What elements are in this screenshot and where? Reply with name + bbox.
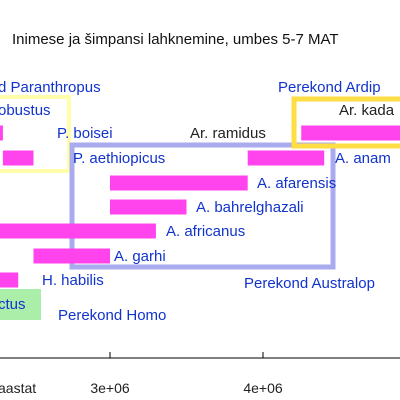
bar-a-garhi xyxy=(33,248,110,264)
genus-label-ardipithecus: Perekond Ardip xyxy=(278,79,381,96)
species-label-a-afarensis: A. afarensis xyxy=(257,175,336,192)
bar-a-bahrelghazali xyxy=(110,199,187,215)
bar-p-aethiopicus xyxy=(2,150,34,166)
species-label-a-africanus: A. africanus xyxy=(166,223,245,240)
genus-box-australopithecus xyxy=(69,142,336,270)
genus-box-homo xyxy=(0,289,41,320)
genus-box-ardipithecus xyxy=(291,96,400,149)
x-tick-label-0: 3e+06 xyxy=(90,380,130,396)
species-label-ar-kadabba: Ar. kada xyxy=(339,102,395,119)
species-label-p-aethiopicus: P. aethiopicus xyxy=(73,150,165,167)
species-label-p-robustus: obustus xyxy=(0,102,51,119)
species-labels: obustus Ar. kada P. boisei Ar. ramidus P. ae… xyxy=(0,102,395,313)
genus-label-homo: Perekond Homo xyxy=(58,307,166,324)
species-label-p-boisei: P. boisei xyxy=(57,125,113,142)
species-label-a-bahrelghazali: A. bahrelghazali xyxy=(196,199,304,216)
bar-a-afarensis xyxy=(110,175,248,191)
x-tick-label-1: 4e+06 xyxy=(243,380,283,396)
species-label-a-garhi: A. garhi xyxy=(114,248,166,265)
bar-h-habilis xyxy=(0,272,19,288)
species-bars xyxy=(0,125,400,288)
species-label-a-anamensis: A. anam xyxy=(335,150,391,167)
genus-label-paranthropus: d Paranthropus xyxy=(0,79,101,96)
genus-box-paranthropus xyxy=(0,95,71,173)
genus-boxes xyxy=(0,95,400,320)
genus-label-australopithecus: Perekond Australop xyxy=(244,275,375,292)
bar-ar-ramidus xyxy=(301,125,400,141)
species-label-h-erectus: ctus xyxy=(0,296,26,313)
bar-a-africanus xyxy=(0,223,156,239)
bar-a-anamensis xyxy=(247,150,325,166)
x-axis-label: aastat xyxy=(0,380,36,396)
species-label-ar-ramidus: Ar. ramidus xyxy=(190,125,266,142)
bar-p-boisei xyxy=(0,125,3,141)
chart-title: Inimese ja šimpansi lahknemine, umbes 5-… xyxy=(12,31,339,48)
species-label-h-habilis: H. habilis xyxy=(42,272,104,289)
